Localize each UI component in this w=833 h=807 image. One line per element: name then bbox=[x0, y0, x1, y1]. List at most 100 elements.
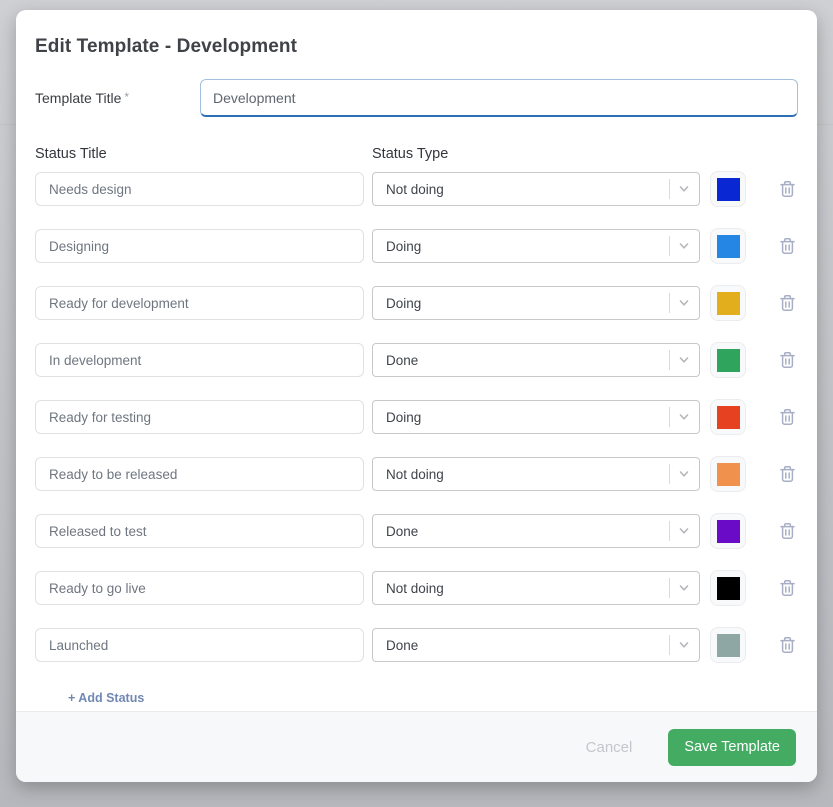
color-picker-button[interactable] bbox=[710, 342, 746, 378]
status-type-column-label: Status Type bbox=[372, 146, 449, 162]
delete-status-button[interactable] bbox=[777, 236, 797, 256]
color-swatch bbox=[716, 291, 740, 315]
status-title-input[interactable] bbox=[35, 514, 364, 548]
color-picker-button[interactable] bbox=[710, 399, 746, 435]
trash-icon bbox=[779, 352, 795, 368]
template-title-row: Template Title * bbox=[35, 79, 798, 117]
status-type-select[interactable]: Doing bbox=[372, 229, 700, 263]
trash-icon bbox=[779, 523, 795, 539]
status-rows: Not doing Doing bbox=[35, 171, 797, 663]
status-type-select[interactable]: Done bbox=[372, 628, 700, 662]
color-picker-button[interactable] bbox=[710, 627, 746, 663]
status-row: Done bbox=[35, 627, 797, 663]
color-swatch bbox=[716, 177, 740, 201]
status-type-value: Done bbox=[386, 352, 419, 368]
select-divider bbox=[669, 350, 670, 370]
status-type-select[interactable]: Not doing bbox=[372, 457, 700, 491]
delete-status-button[interactable] bbox=[777, 179, 797, 199]
status-type-select[interactable]: Done bbox=[372, 514, 700, 548]
delete-status-button[interactable] bbox=[777, 407, 797, 427]
trash-icon bbox=[779, 295, 795, 311]
delete-status-button[interactable] bbox=[777, 350, 797, 370]
status-title-input[interactable] bbox=[35, 229, 364, 263]
chevron-down-icon bbox=[679, 585, 689, 591]
template-title-input[interactable] bbox=[200, 79, 798, 117]
chevron-down-icon bbox=[679, 186, 689, 192]
modal-footer: Cancel Save Template bbox=[16, 711, 817, 782]
delete-status-button[interactable] bbox=[777, 293, 797, 313]
select-divider bbox=[669, 578, 670, 598]
status-title-input[interactable] bbox=[35, 172, 364, 206]
status-row: Not doing bbox=[35, 570, 797, 606]
status-type-select[interactable]: Done bbox=[372, 343, 700, 377]
chevron-down-icon bbox=[679, 528, 689, 534]
status-type-select[interactable]: Not doing bbox=[372, 172, 700, 206]
status-title-input[interactable] bbox=[35, 400, 364, 434]
color-picker-button[interactable] bbox=[710, 570, 746, 606]
modal-title: Edit Template - Development bbox=[35, 36, 298, 57]
color-picker-button[interactable] bbox=[710, 228, 746, 264]
delete-status-button[interactable] bbox=[777, 521, 797, 541]
color-picker-button[interactable] bbox=[710, 513, 746, 549]
trash-icon bbox=[779, 580, 795, 596]
status-row: Not doing bbox=[35, 171, 797, 207]
template-title-label: Template Title bbox=[35, 90, 122, 106]
status-title-column-label: Status Title bbox=[35, 146, 107, 162]
status-title-input[interactable] bbox=[35, 286, 364, 320]
status-type-value: Doing bbox=[386, 409, 422, 425]
column-labels: Status Title Status Type bbox=[35, 146, 797, 162]
color-picker-button[interactable] bbox=[710, 456, 746, 492]
status-type-value: Not doing bbox=[386, 466, 444, 482]
cancel-button[interactable]: Cancel bbox=[585, 738, 633, 756]
status-type-value: Done bbox=[386, 637, 419, 653]
modal-header: Edit Template - Development bbox=[16, 10, 817, 58]
status-row: Doing bbox=[35, 399, 797, 435]
trash-icon bbox=[779, 466, 795, 482]
delete-status-button[interactable] bbox=[777, 464, 797, 484]
delete-status-button[interactable] bbox=[777, 578, 797, 598]
template-title-label-wrap: Template Title * bbox=[35, 90, 200, 106]
chevron-down-icon bbox=[679, 300, 689, 306]
select-divider bbox=[669, 293, 670, 313]
trash-icon bbox=[779, 637, 795, 653]
chevron-down-icon bbox=[679, 414, 689, 420]
edit-template-modal: Edit Template - Development Template Tit… bbox=[16, 10, 817, 782]
trash-icon bbox=[779, 238, 795, 254]
status-type-value: Doing bbox=[386, 295, 422, 311]
trash-icon bbox=[779, 181, 795, 197]
chevron-down-icon bbox=[679, 357, 689, 363]
status-type-value: Not doing bbox=[386, 580, 444, 596]
color-picker-button[interactable] bbox=[710, 285, 746, 321]
color-swatch bbox=[716, 348, 740, 372]
status-title-input[interactable] bbox=[35, 343, 364, 377]
status-type-select[interactable]: Doing bbox=[372, 400, 700, 434]
status-type-value: Done bbox=[386, 523, 419, 539]
status-title-input[interactable] bbox=[35, 628, 364, 662]
status-title-input[interactable] bbox=[35, 571, 364, 605]
add-status-link[interactable]: + Add Status bbox=[68, 691, 145, 705]
color-swatch bbox=[716, 462, 740, 486]
color-swatch bbox=[716, 234, 740, 258]
status-row: Doing bbox=[35, 285, 797, 321]
select-divider bbox=[669, 236, 670, 256]
status-title-input[interactable] bbox=[35, 457, 364, 491]
status-type-select[interactable]: Doing bbox=[372, 286, 700, 320]
select-divider bbox=[669, 521, 670, 541]
status-type-select[interactable]: Not doing bbox=[372, 571, 700, 605]
delete-status-button[interactable] bbox=[777, 635, 797, 655]
select-divider bbox=[669, 179, 670, 199]
color-picker-button[interactable] bbox=[710, 171, 746, 207]
status-grid: Status Title Status Type Not doing bbox=[16, 146, 817, 707]
color-swatch bbox=[716, 576, 740, 600]
save-template-button[interactable]: Save Template bbox=[668, 728, 796, 766]
color-swatch bbox=[716, 633, 740, 657]
select-divider bbox=[669, 407, 670, 427]
chevron-down-icon bbox=[679, 471, 689, 477]
status-row: Done bbox=[35, 342, 797, 378]
status-row: Not doing bbox=[35, 456, 797, 492]
select-divider bbox=[669, 464, 670, 484]
color-swatch bbox=[716, 405, 740, 429]
status-type-value: Not doing bbox=[386, 181, 444, 197]
status-row: Doing bbox=[35, 228, 797, 264]
chevron-down-icon bbox=[679, 642, 689, 648]
